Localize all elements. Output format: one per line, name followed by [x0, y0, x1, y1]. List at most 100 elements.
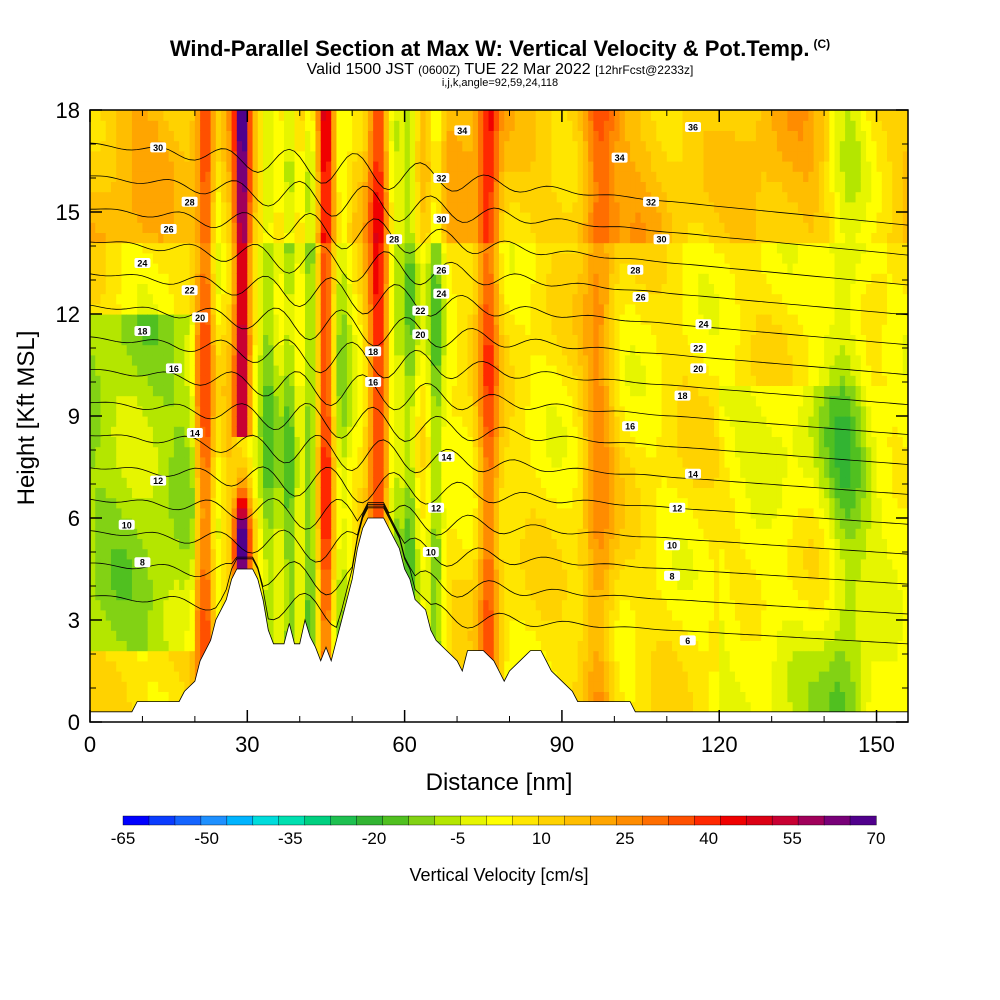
- velocity-cell: [367, 201, 374, 213]
- velocity-cell: [420, 252, 427, 264]
- velocity-cell: [226, 171, 233, 182]
- velocity-cell: [168, 191, 175, 203]
- velocity-cell: [310, 477, 317, 488]
- velocity-cell: [105, 416, 112, 427]
- velocity-cell: [273, 630, 280, 641]
- velocity-cell: [388, 385, 395, 397]
- velocity-cell: [179, 507, 185, 519]
- velocity-cell: [205, 497, 212, 509]
- velocity-cell: [341, 589, 348, 601]
- velocity-cell: [179, 681, 185, 692]
- velocity-cell: [299, 273, 306, 284]
- velocity-cell: [121, 191, 128, 203]
- velocity-cell: [399, 467, 406, 478]
- velocity-cell: [147, 640, 154, 652]
- velocity-cell: [310, 130, 317, 142]
- velocity-cell: [472, 110, 479, 121]
- velocity-cell: [278, 467, 285, 478]
- velocity-cell: [194, 354, 201, 366]
- velocity-cell: [509, 405, 516, 417]
- velocity-cell: [493, 640, 500, 652]
- velocity-cell: [441, 242, 448, 254]
- velocity-cell: [304, 487, 311, 499]
- velocity-cell: [409, 579, 416, 590]
- velocity-cell: [493, 273, 500, 284]
- velocity-cell: [173, 467, 180, 478]
- velocity-cell: [399, 344, 406, 356]
- velocity-cell: [519, 589, 526, 601]
- velocity-cell: [451, 150, 458, 162]
- velocity-cell: [184, 110, 191, 121]
- velocity-cell: [152, 405, 159, 417]
- velocity-cell: [325, 120, 332, 131]
- velocity-cell: [320, 171, 327, 182]
- velocity-cell: [504, 497, 511, 509]
- velocity-cell: [215, 130, 222, 142]
- velocity-cell: [273, 283, 280, 295]
- velocity-cell: [399, 477, 406, 488]
- velocity-cell: [189, 548, 196, 560]
- velocity-cell: [409, 120, 416, 131]
- velocity-cell: [284, 222, 290, 233]
- velocity-cell: [294, 487, 301, 499]
- velocity-cell: [137, 609, 144, 621]
- velocity-cell: [257, 334, 264, 346]
- velocity-cell: [362, 446, 369, 458]
- velocity-cell: [462, 436, 469, 448]
- velocity-cell: [457, 630, 463, 641]
- velocity-cell: [499, 263, 505, 274]
- velocity-cell: [352, 385, 359, 397]
- velocity-cell: [147, 681, 154, 692]
- velocity-cell: [420, 283, 427, 295]
- velocity-cell: [373, 273, 379, 284]
- velocity-cell: [373, 140, 379, 152]
- velocity-cell: [158, 365, 165, 376]
- grid-indices: i,j,k,angle=92,59,24,118: [441, 77, 559, 89]
- velocity-cell: [189, 110, 196, 121]
- velocity-cell: [436, 395, 442, 407]
- velocity-cell: [325, 620, 332, 631]
- velocity-cell: [163, 528, 170, 539]
- velocity-cell: [231, 263, 238, 274]
- velocity-cell: [147, 558, 154, 570]
- velocity-cell: [499, 130, 505, 142]
- velocity-cell: [509, 487, 516, 499]
- velocity-cell: [430, 161, 437, 172]
- velocity-cell: [273, 222, 280, 233]
- velocity-cell: [493, 354, 500, 366]
- velocity-cell: [131, 630, 138, 641]
- velocity-cell: [467, 640, 474, 652]
- velocity-cell: [163, 334, 170, 346]
- velocity-cell: [205, 456, 212, 468]
- velocity-cell: [179, 232, 185, 244]
- velocity-cell: [472, 599, 479, 611]
- velocity-cell: [357, 324, 364, 335]
- velocity-cell: [331, 436, 338, 448]
- velocity-cell: [268, 334, 275, 346]
- velocity-cell: [189, 140, 196, 152]
- velocity-cell: [294, 130, 301, 142]
- velocity-cell: [310, 487, 317, 499]
- velocity-cell: [357, 446, 364, 458]
- velocity-cell: [399, 171, 406, 182]
- velocity-cell: [304, 201, 311, 213]
- velocity-cell: [121, 548, 128, 560]
- velocity-cell: [478, 467, 484, 478]
- velocity-cell: [378, 324, 385, 335]
- velocity-cell: [310, 140, 317, 152]
- velocity-cell: [420, 140, 427, 152]
- velocity-cell: [346, 344, 353, 356]
- velocity-cell: [331, 171, 338, 182]
- velocity-cell: [519, 558, 526, 570]
- velocity-cell: [420, 314, 427, 325]
- velocity-cell: [163, 446, 170, 458]
- velocity-cell: [221, 324, 227, 335]
- velocity-cell: [105, 212, 112, 223]
- velocity-cell: [425, 354, 432, 366]
- velocity-cell: [519, 620, 526, 631]
- velocity-cell: [409, 467, 416, 478]
- velocity-cell: [110, 130, 117, 142]
- velocity-cell: [331, 191, 338, 203]
- velocity-cell: [404, 416, 411, 427]
- velocity-cell: [451, 130, 458, 142]
